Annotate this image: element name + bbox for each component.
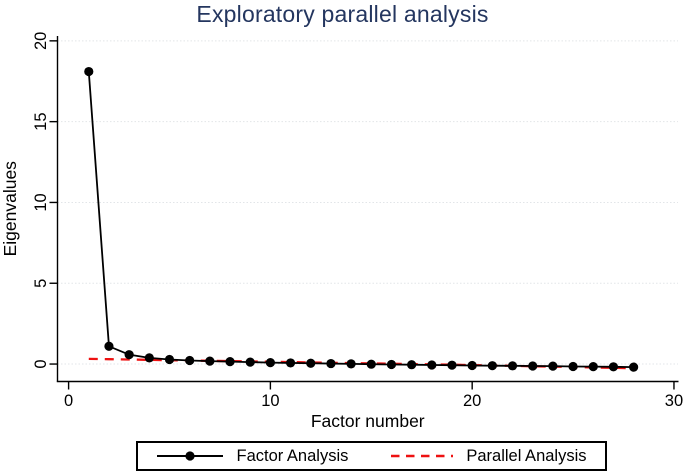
factor-analysis-marker	[225, 357, 235, 367]
y-tick-label: 15	[32, 112, 50, 130]
x-tick-label: 20	[463, 392, 481, 410]
x-tick-label: 10	[261, 392, 279, 410]
legend-label-factor-analysis: Factor Analysis	[236, 446, 349, 465]
factor-analysis-marker	[467, 360, 477, 371]
legend-item-parallel-analysis: Parallel Analysis	[390, 446, 587, 466]
y-axis-title: Eigenvalues	[0, 161, 20, 257]
factor-analysis-marker	[407, 360, 417, 370]
legend-label-parallel-analysis: Parallel Analysis	[466, 446, 587, 465]
factor-analysis-marker	[447, 360, 457, 370]
factor-analysis-marker	[608, 362, 619, 372]
factor-analysis-marker	[306, 358, 316, 368]
y-tick-label: 5	[32, 279, 50, 288]
factor-analysis-marker	[528, 361, 538, 371]
factor-analysis-marker	[185, 355, 195, 366]
factor-analysis-marker	[144, 353, 154, 363]
x-axis-title: Factor number	[311, 411, 425, 431]
factor-analysis-marker	[84, 66, 94, 77]
chart-canvas: 0 5 10 15 20 0 10 20 30 Eigenvalues Factor number	[0, 32, 683, 431]
factor-analysis-marker	[366, 359, 376, 369]
x-tick-label: 30	[665, 392, 683, 410]
chart-title: Exploratory parallel analysis	[196, 1, 489, 27]
factor-analysis-marker	[245, 357, 255, 367]
factor-analysis-marker	[507, 361, 518, 371]
factor-analysis-marker	[346, 359, 356, 369]
legend: Factor Analysis Parallel Analysis	[136, 441, 607, 471]
factor-analysis-marker	[164, 354, 175, 365]
factor-analysis-marker	[285, 358, 296, 368]
factor-analysis-marker	[427, 360, 437, 370]
factor-analysis-marker	[588, 362, 598, 372]
factor-analysis-marker	[265, 357, 275, 368]
parallel-analysis-line-sample	[391, 454, 454, 458]
factor-analysis-marker	[205, 356, 215, 366]
factor-analysis-marker	[568, 361, 578, 372]
y-tick-label: 0	[32, 359, 50, 368]
y-tick-label: 10	[32, 193, 50, 211]
factor-analysis-marker	[326, 358, 336, 369]
factor-analysis-marker	[386, 359, 397, 370]
factor-analysis-line-sample	[157, 451, 224, 461]
factor-analysis-marker	[124, 350, 134, 360]
factor-analysis-marker	[548, 361, 558, 371]
factor-analysis-marker	[629, 362, 639, 372]
legend-item-factor-analysis: Factor Analysis	[156, 447, 348, 466]
y-tick-label: 20	[32, 32, 50, 50]
factor-analysis-marker	[104, 341, 114, 351]
factor-analysis-marker	[487, 361, 497, 371]
factor-analysis-line	[87, 71, 634, 369]
x-tick-label: 0	[64, 392, 73, 410]
